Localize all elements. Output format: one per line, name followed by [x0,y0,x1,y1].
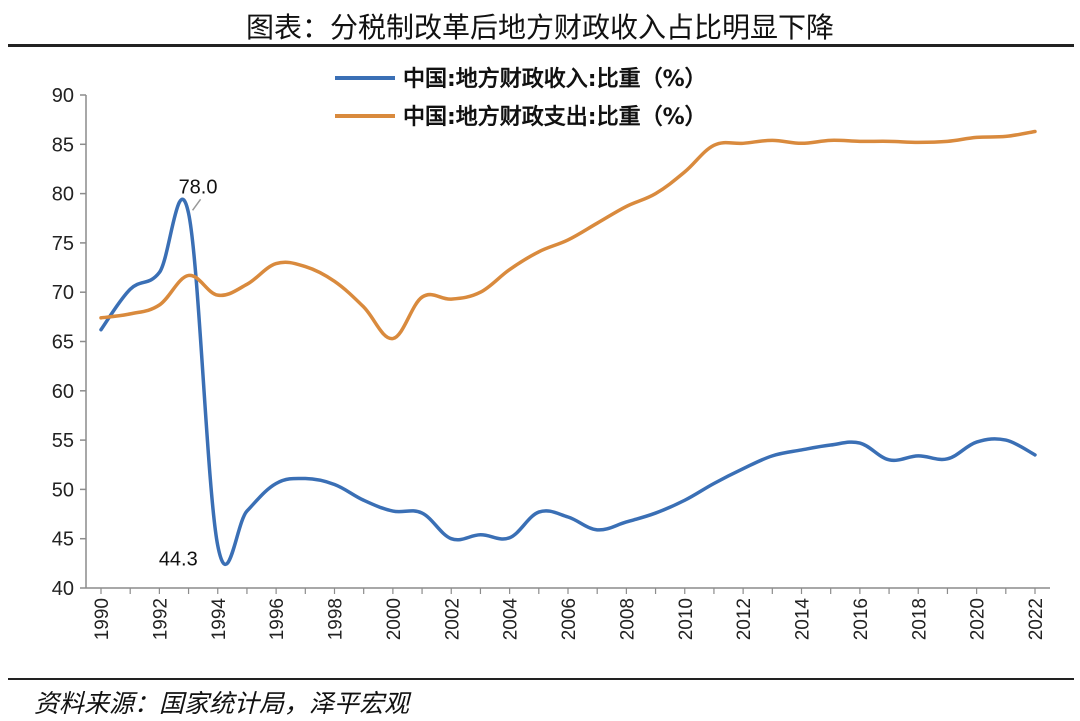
y-tick-label: 45 [52,529,74,551]
y-axis-ticks: 40 45 50 55 60 65 70 75 80 85 90 [52,85,86,600]
x-tick-label: 2018 [909,598,930,640]
y-tick-label: 65 [52,332,74,354]
x-tick-label: 1998 [326,598,347,640]
x-tick-label: 2016 [851,598,872,640]
y-tick-label: 80 [52,184,74,206]
x-tick-label: 1996 [267,598,288,640]
x-tick-label: 2008 [617,598,638,640]
y-tick-label: 60 [52,381,74,403]
source-divider [8,678,1074,680]
x-axis-ticks: 1990 1992 1994 1996 1998 2000 2002 2004 2006 2008… [92,588,1047,640]
x-tick-label: 1994 [209,598,230,641]
x-tick-label: 2014 [793,598,814,641]
chart-title: 图表：分税制改革后地方财政收入占比明显下降 [245,11,834,44]
series-line-2 [99,129,1037,341]
x-tick-label: 2020 [968,598,989,640]
x-tick-label: 2004 [501,598,522,641]
x-tick-label: 2000 [384,598,405,640]
annotations: 78.0 44.3 [159,176,218,570]
y-tick-label: 75 [52,233,74,255]
legend-label-1: 中国:地方财政收入:比重（%） [403,66,707,92]
annotation-trough-label: 44.3 [159,549,198,571]
annotation-leader [191,198,202,211]
x-tick-label: 2002 [442,598,463,640]
legend-label-2: 中国:地方财政支出:比重（%） [403,104,707,130]
x-tick-label: 2010 [676,598,697,640]
source-note: 资料来源：国家统计局，泽平宏观 [34,689,410,718]
chart-axes [85,95,1050,589]
y-tick-label: 55 [52,430,74,452]
y-tick-label: 70 [52,282,74,304]
y-tick-label: 40 [52,578,74,600]
x-tick-label: 1990 [92,598,113,640]
legend: 中国:地方财政收入:比重（%） 中国:地方财政支出:比重（%） [335,66,707,130]
y-tick-label: 85 [52,134,74,156]
x-tick-label: 2006 [559,598,580,640]
y-tick-label: 50 [52,479,74,501]
title-divider [8,44,1074,47]
series-line-1 [99,197,1037,567]
x-tick-label: 2012 [734,598,755,640]
annotation-peak-label: 78.0 [179,176,218,198]
x-tick-label: 2022 [1026,598,1047,640]
y-tick-label: 90 [52,85,74,107]
x-tick-label: 1992 [150,598,171,640]
series-lines [99,129,1037,567]
